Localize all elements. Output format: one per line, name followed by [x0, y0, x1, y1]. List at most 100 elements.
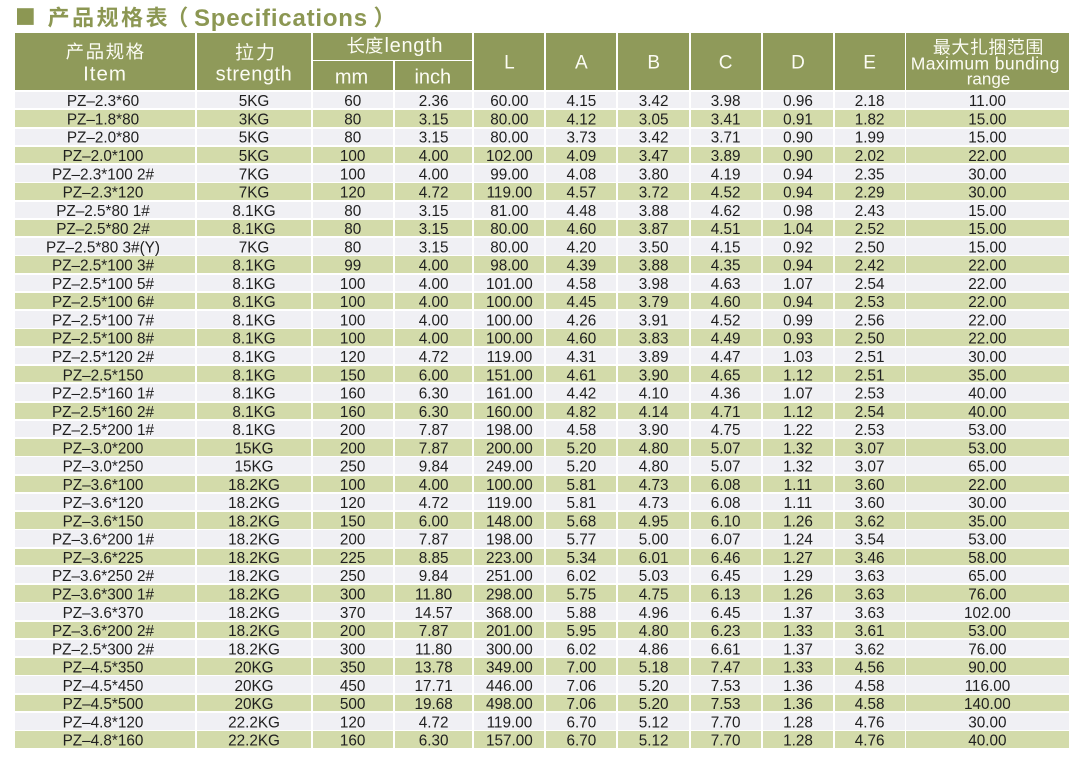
- svg-text:120: 120: [340, 349, 366, 366]
- svg-text:6.10: 6.10: [711, 513, 741, 530]
- svg-text:5.77: 5.77: [567, 532, 597, 549]
- svg-text:4.49: 4.49: [711, 331, 741, 348]
- svg-text:4.31: 4.31: [567, 349, 597, 366]
- svg-text:5.07: 5.07: [711, 459, 741, 476]
- svg-text:4.00: 4.00: [419, 477, 449, 494]
- svg-text:150: 150: [340, 513, 366, 530]
- svg-text:8.1KG: 8.1KG: [232, 221, 275, 238]
- svg-text:PZ–3.6*300 1#: PZ–3.6*300 1#: [52, 586, 155, 603]
- svg-text:223.00: 223.00: [486, 550, 533, 567]
- svg-text:8.85: 8.85: [419, 550, 449, 567]
- svg-text:3.98: 3.98: [711, 93, 741, 110]
- svg-text:0.94: 0.94: [783, 258, 813, 275]
- svg-text:4.80: 4.80: [639, 440, 669, 457]
- svg-text:2.02: 2.02: [855, 148, 885, 165]
- svg-text:7.70: 7.70: [711, 733, 741, 750]
- svg-text:6.70: 6.70: [567, 714, 597, 731]
- svg-text:PZ–2.5*300 2#: PZ–2.5*300 2#: [52, 641, 155, 658]
- svg-text:80.00: 80.00: [490, 130, 528, 147]
- svg-text:E: E: [863, 53, 876, 74]
- svg-text:498.00: 498.00: [486, 696, 533, 713]
- svg-text:22.00: 22.00: [968, 276, 1006, 293]
- svg-text:4.15: 4.15: [711, 239, 741, 256]
- svg-text:0.90: 0.90: [783, 148, 813, 165]
- svg-text:11.80: 11.80: [415, 586, 452, 603]
- svg-text:4.08: 4.08: [567, 166, 597, 183]
- svg-text:4.72: 4.72: [419, 349, 449, 366]
- svg-text:53.00: 53.00: [968, 440, 1006, 457]
- svg-text:8.1KG: 8.1KG: [232, 349, 275, 366]
- svg-text:0.99: 0.99: [783, 312, 813, 329]
- svg-text:PZ–4.5*350: PZ–4.5*350: [63, 660, 144, 677]
- svg-text:446.00: 446.00: [486, 678, 533, 695]
- svg-text:500: 500: [340, 696, 366, 713]
- svg-text:PZ–2.3*120: PZ–2.3*120: [63, 185, 144, 202]
- svg-text:3.47: 3.47: [639, 148, 669, 165]
- svg-text:5.20: 5.20: [639, 696, 669, 713]
- svg-text:6.00: 6.00: [419, 513, 449, 530]
- svg-text:370: 370: [340, 605, 366, 622]
- svg-text:PZ–2.5*160 2#: PZ–2.5*160 2#: [52, 404, 155, 421]
- svg-text:4.60: 4.60: [567, 221, 597, 238]
- svg-text:3KG: 3KG: [239, 111, 270, 128]
- svg-text:40.00: 40.00: [968, 733, 1006, 750]
- svg-text:198.00: 198.00: [486, 422, 533, 439]
- svg-text:2.53: 2.53: [855, 422, 885, 439]
- svg-text:160: 160: [340, 733, 366, 750]
- svg-text:4.82: 4.82: [567, 404, 597, 421]
- svg-text:15KG: 15KG: [234, 459, 273, 476]
- svg-text:PZ–2.3*100 2#: PZ–2.3*100 2#: [52, 166, 155, 183]
- svg-text:4.75: 4.75: [639, 586, 669, 603]
- svg-text:11.00: 11.00: [969, 93, 1006, 110]
- svg-text:22.00: 22.00: [968, 294, 1006, 311]
- svg-text:298.00: 298.00: [486, 586, 533, 603]
- svg-text:300: 300: [340, 586, 366, 603]
- svg-text:3.83: 3.83: [639, 331, 669, 348]
- svg-text:4.58: 4.58: [855, 696, 885, 713]
- svg-text:119.00: 119.00: [487, 185, 533, 202]
- svg-text:4.12: 4.12: [567, 111, 597, 128]
- svg-text:PZ–2.5*80 2#: PZ–2.5*80 2#: [56, 221, 150, 238]
- svg-text:2.54: 2.54: [855, 276, 885, 293]
- svg-text:5.81: 5.81: [567, 477, 597, 494]
- svg-text:6.30: 6.30: [419, 386, 449, 403]
- svg-text:22.00: 22.00: [968, 312, 1006, 329]
- svg-text:80: 80: [344, 203, 361, 220]
- svg-text:80: 80: [344, 111, 361, 128]
- svg-text:161.00: 161.00: [486, 386, 533, 403]
- svg-text:100.00: 100.00: [486, 294, 533, 311]
- svg-text:102.00: 102.00: [486, 148, 533, 165]
- svg-text:120: 120: [340, 495, 366, 512]
- svg-text:15KG: 15KG: [234, 440, 273, 457]
- svg-text:40.00: 40.00: [968, 386, 1006, 403]
- svg-text:7.87: 7.87: [419, 623, 449, 640]
- svg-text:3.60: 3.60: [855, 495, 885, 512]
- svg-text:30.00: 30.00: [968, 495, 1006, 512]
- svg-text:15.00: 15.00: [968, 239, 1006, 256]
- svg-text:1.12: 1.12: [783, 404, 813, 421]
- svg-text:0.94: 0.94: [783, 166, 813, 183]
- svg-text:157.00: 157.00: [486, 733, 533, 750]
- svg-text:2.50: 2.50: [855, 239, 885, 256]
- svg-text:4.56: 4.56: [855, 660, 885, 677]
- svg-text:6.02: 6.02: [567, 641, 597, 658]
- svg-text:L: L: [504, 53, 515, 74]
- svg-text:101.00: 101.00: [486, 276, 533, 293]
- svg-text:450: 450: [340, 678, 366, 695]
- svg-text:76.00: 76.00: [968, 586, 1006, 603]
- svg-text:4.00: 4.00: [419, 258, 449, 275]
- svg-text:0.92: 0.92: [783, 239, 813, 256]
- svg-text:100.00: 100.00: [486, 331, 533, 348]
- svg-text:1.32: 1.32: [783, 459, 813, 476]
- svg-text:4.72: 4.72: [419, 185, 449, 202]
- svg-text:7.87: 7.87: [419, 440, 449, 457]
- svg-text:19.68: 19.68: [414, 696, 452, 713]
- svg-text:3.15: 3.15: [419, 239, 449, 256]
- svg-text:7.70: 7.70: [711, 714, 741, 731]
- svg-text:18.2KG: 18.2KG: [228, 495, 280, 512]
- svg-text:200: 200: [340, 532, 366, 549]
- svg-text:60.00: 60.00: [490, 93, 528, 110]
- svg-text:1.28: 1.28: [783, 714, 813, 731]
- svg-text:4.96: 4.96: [639, 605, 669, 622]
- svg-text:4.71: 4.71: [711, 404, 741, 421]
